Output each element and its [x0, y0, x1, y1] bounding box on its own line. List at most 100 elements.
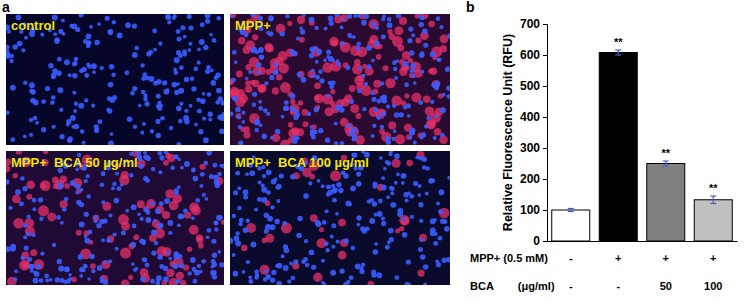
nucleus [409, 69, 413, 73]
nucleus [55, 277, 60, 282]
nucleus [315, 60, 319, 64]
red-signal [243, 131, 250, 138]
red-signal [230, 14, 233, 18]
nucleus [281, 115, 285, 119]
nucleus [23, 223, 28, 228]
nucleus [282, 221, 287, 226]
red-signal [427, 121, 435, 129]
nucleus [138, 164, 143, 169]
red-signal [156, 205, 164, 213]
nucleus [103, 260, 107, 264]
y-tick-label: 100 [520, 203, 540, 217]
nucleus [285, 14, 289, 18]
nucleus [265, 274, 271, 280]
nucleus [209, 33, 213, 37]
nucleus [261, 133, 267, 139]
nucleus [420, 51, 425, 56]
nucleus [390, 187, 394, 191]
nucleus [359, 269, 364, 274]
red-signal [331, 61, 342, 72]
nucleus [381, 95, 387, 101]
nucleus [180, 25, 185, 30]
nucleus [341, 41, 345, 45]
nucleus [411, 74, 416, 79]
nucleus [301, 260, 306, 265]
nucleus [340, 269, 345, 274]
nucleus [424, 124, 428, 128]
nucleus [26, 231, 31, 236]
nucleus [237, 206, 242, 211]
red-signal [330, 89, 335, 94]
nucleus [345, 201, 351, 207]
nucleus [72, 91, 76, 95]
nucleus [86, 34, 92, 40]
nucleus [176, 29, 181, 34]
nucleus [438, 236, 443, 241]
nucleus [292, 51, 297, 56]
red-signal [6, 165, 10, 173]
nucleus [233, 190, 238, 195]
nucleus [23, 134, 27, 138]
nucleus [197, 48, 201, 52]
nucleus [111, 72, 115, 76]
red-signal [236, 71, 243, 78]
red-signal [245, 80, 251, 86]
red-signal [331, 40, 337, 46]
nucleus [203, 45, 208, 50]
y-tick-mark [543, 86, 547, 87]
nucleus [321, 259, 325, 263]
error-cap [710, 195, 716, 196]
nucleus [411, 33, 415, 37]
nucleus [356, 171, 361, 176]
nucleus [326, 184, 331, 189]
red-signal [245, 85, 253, 93]
nucleus [8, 206, 12, 210]
nucleus [418, 184, 422, 188]
nucleus [381, 34, 386, 39]
micrograph-background [6, 14, 224, 145]
nucleus [202, 117, 206, 121]
nucleus [132, 52, 138, 58]
nucleus [391, 137, 395, 141]
nucleus [86, 194, 90, 198]
micrograph [6, 14, 224, 145]
nucleus [221, 112, 224, 116]
nucleus [75, 184, 81, 190]
nucleus [421, 132, 427, 138]
nucleus [148, 50, 153, 55]
nucleus [270, 205, 274, 209]
red-signal [180, 280, 187, 285]
red-signal [440, 45, 448, 53]
nucleus [232, 253, 236, 257]
nucleus [66, 123, 70, 127]
nucleus [419, 219, 423, 223]
red-signal [13, 173, 18, 178]
nucleus [87, 277, 91, 281]
red-signal [340, 14, 348, 22]
nucleus [212, 163, 217, 168]
bar [552, 210, 590, 241]
nucleus [208, 112, 213, 117]
nucleus [116, 186, 121, 191]
nucleus [108, 214, 112, 218]
nucleus [271, 270, 276, 275]
nucleus [203, 161, 208, 166]
nucleus [59, 278, 64, 283]
nucleus [163, 276, 169, 282]
nucleus [304, 239, 308, 243]
nucleus [408, 26, 413, 31]
nucleus [159, 264, 164, 269]
nucleus [97, 119, 102, 124]
nucleus [258, 100, 262, 104]
nucleus [352, 127, 358, 133]
nucleus [61, 18, 65, 22]
nucleus [81, 67, 87, 73]
nucleus [152, 29, 157, 34]
red-signal [338, 251, 347, 260]
nucleus [26, 214, 30, 218]
nucleus [197, 264, 201, 268]
nucleus [309, 125, 313, 129]
nucleus [318, 128, 323, 133]
panel-label: b [466, 0, 475, 15]
nucleus [32, 198, 37, 203]
